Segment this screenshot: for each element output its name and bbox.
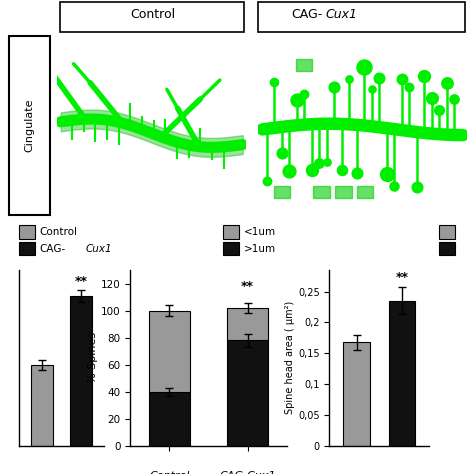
Text: **: ** (74, 275, 88, 288)
Bar (439, 225, 456, 239)
Bar (31, 365, 54, 446)
Bar (149, 392, 190, 446)
Bar (344, 342, 370, 446)
Text: CAG-: CAG- (39, 244, 66, 254)
Text: **: ** (241, 280, 254, 293)
Bar (389, 301, 415, 446)
Text: <1um: <1um (244, 228, 276, 237)
Text: CAG-: CAG- (292, 9, 323, 21)
Bar (70, 296, 92, 446)
Text: >1um: >1um (244, 244, 276, 254)
Bar (149, 310, 190, 392)
Text: Control: Control (39, 228, 78, 237)
Y-axis label: Spine head area ( μm²): Spine head area ( μm²) (285, 301, 295, 414)
Text: Control: Control (130, 9, 175, 21)
Text: Cingulate: Cingulate (25, 99, 35, 152)
FancyBboxPatch shape (61, 2, 244, 31)
Text: Cux1: Cux1 (325, 9, 357, 21)
Bar (18, 225, 35, 239)
Text: **: ** (395, 271, 408, 284)
Bar (223, 225, 239, 239)
Text: Cux1: Cux1 (86, 244, 113, 254)
Bar (439, 242, 456, 255)
Bar (223, 242, 239, 255)
Bar (18, 242, 35, 255)
Y-axis label: % Spines: % Spines (88, 332, 98, 383)
Text: Control: Control (149, 471, 190, 474)
Bar (228, 308, 268, 340)
FancyBboxPatch shape (258, 2, 465, 31)
Text: CAG-Cux1: CAG-Cux1 (219, 471, 276, 474)
FancyBboxPatch shape (9, 36, 50, 215)
Bar (228, 340, 268, 446)
